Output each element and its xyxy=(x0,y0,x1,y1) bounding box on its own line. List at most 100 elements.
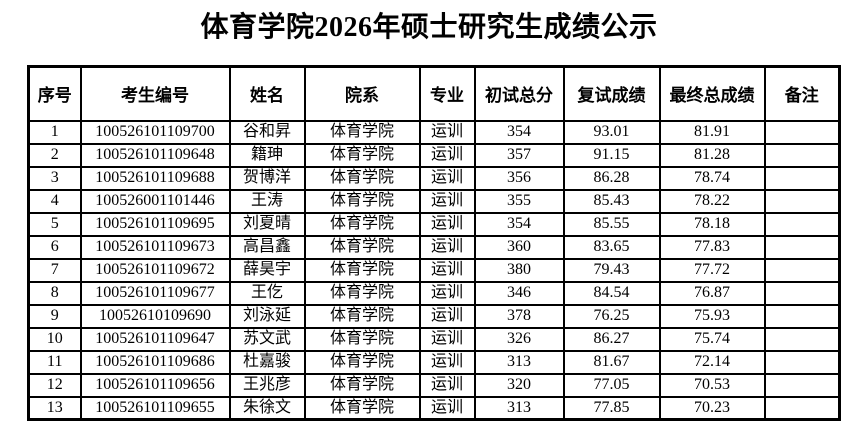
table-cell-department: 体育学院 xyxy=(303,326,421,352)
table-cell-remarks xyxy=(763,349,841,375)
table-cell-department: 体育学院 xyxy=(303,165,421,191)
header-cell-initial-score: 初试总分 xyxy=(473,65,565,122)
table-cell-department: 体育学院 xyxy=(303,280,421,306)
table-cell-index: 13 xyxy=(27,395,82,421)
table-row: 3 100526101109688 贺博洋 体育学院 运训 356 86.28 78.74 xyxy=(27,165,841,191)
table-cell-retest-score: 77.05 xyxy=(562,372,661,398)
table-cell-initial-score: 357 xyxy=(473,142,565,168)
table-cell-department: 体育学院 xyxy=(303,349,421,375)
table-cell-initial-score: 326 xyxy=(473,326,565,352)
table-cell-remarks xyxy=(763,395,841,421)
table-cell-final-score: 72.14 xyxy=(658,349,766,375)
table-cell-remarks xyxy=(763,326,841,352)
header-cell-remarks: 备注 xyxy=(763,65,841,122)
table-cell-major: 运训 xyxy=(418,280,476,306)
table-cell-candidate-id: 100526101109648 xyxy=(79,142,231,168)
table-cell-final-score: 76.87 xyxy=(658,280,766,306)
table-cell-index: 7 xyxy=(27,257,82,283)
table-cell-initial-score: 380 xyxy=(473,257,565,283)
table-cell-index: 10 xyxy=(27,326,82,352)
table-cell-index: 9 xyxy=(27,303,82,329)
table-cell-department: 体育学院 xyxy=(303,303,421,329)
table-cell-retest-score: 91.15 xyxy=(562,142,661,168)
table-row: 8 100526101109677 王仡 体育学院 运训 346 84.54 76.87 xyxy=(27,280,841,306)
header-cell-index: 序号 xyxy=(27,65,82,122)
table-cell-name: 王仡 xyxy=(228,280,306,306)
table-cell-final-score: 81.91 xyxy=(658,119,766,145)
table-cell-final-score: 70.23 xyxy=(658,395,766,421)
table-cell-final-score: 70.53 xyxy=(658,372,766,398)
table-cell-candidate-id: 100526101109695 xyxy=(79,211,231,237)
table-cell-final-score: 78.74 xyxy=(658,165,766,191)
table-cell-initial-score: 360 xyxy=(473,234,565,260)
table-cell-retest-score: 83.65 xyxy=(562,234,661,260)
table-row: 10 100526101109647 苏文武 体育学院 运训 326 86.27 75.74 xyxy=(27,326,841,352)
table-row: 11 100526101109686 杜嘉骏 体育学院 运训 313 81.67 72.14 xyxy=(27,349,841,375)
table-cell-index: 8 xyxy=(27,280,82,306)
table-cell-index: 12 xyxy=(27,372,82,398)
header-cell-final-score: 最终总成绩 xyxy=(658,65,766,122)
table-cell-name: 谷和昇 xyxy=(228,119,306,145)
table-cell-final-score: 77.72 xyxy=(658,257,766,283)
table-cell-final-score: 78.18 xyxy=(658,211,766,237)
table-cell-remarks xyxy=(763,188,841,214)
table-cell-initial-score: 355 xyxy=(473,188,565,214)
table-cell-major: 运训 xyxy=(418,211,476,237)
table-cell-name: 朱徐文 xyxy=(228,395,306,421)
table-cell-initial-score: 320 xyxy=(473,372,565,398)
table-cell-remarks xyxy=(763,280,841,306)
table-row: 5 100526101109695 刘夏晴 体育学院 运训 354 85.55 78.18 xyxy=(27,211,841,237)
table-cell-retest-score: 84.54 xyxy=(562,280,661,306)
header-cell-name: 姓名 xyxy=(228,65,306,122)
table-cell-candidate-id: 100526101109647 xyxy=(79,326,231,352)
table-cell-remarks xyxy=(763,142,841,168)
table-cell-retest-score: 85.43 xyxy=(562,188,661,214)
table-cell-index: 3 xyxy=(27,165,82,191)
table-cell-retest-score: 86.27 xyxy=(562,326,661,352)
table-cell-candidate-id: 100526101109655 xyxy=(79,395,231,421)
table-cell-major: 运训 xyxy=(418,142,476,168)
table-cell-department: 体育学院 xyxy=(303,119,421,145)
table-cell-major: 运训 xyxy=(418,257,476,283)
table-cell-major: 运训 xyxy=(418,395,476,421)
table-cell-remarks xyxy=(763,234,841,260)
table-cell-index: 5 xyxy=(27,211,82,237)
table-cell-retest-score: 81.67 xyxy=(562,349,661,375)
score-table: 序号 考生编号 姓名 院系 专业 初试总分 复试成绩 最终总成绩 备注 1 10052610110… xyxy=(27,65,841,421)
table-cell-name: 籍珅 xyxy=(228,142,306,168)
table-cell-major: 运训 xyxy=(418,188,476,214)
table-cell-initial-score: 313 xyxy=(473,395,565,421)
table-cell-remarks xyxy=(763,119,841,145)
table-cell-initial-score: 313 xyxy=(473,349,565,375)
table-cell-initial-score: 378 xyxy=(473,303,565,329)
table-cell-candidate-id: 100526101109688 xyxy=(79,165,231,191)
table-cell-department: 体育学院 xyxy=(303,142,421,168)
table-cell-major: 运训 xyxy=(418,326,476,352)
header-cell-major: 专业 xyxy=(418,65,476,122)
table-header-row: 序号 考生编号 姓名 院系 专业 初试总分 复试成绩 最终总成绩 备注 xyxy=(27,65,841,122)
table-cell-candidate-id: 100526101109672 xyxy=(79,257,231,283)
table-cell-remarks xyxy=(763,372,841,398)
table-cell-major: 运训 xyxy=(418,165,476,191)
table-cell-final-score: 78.22 xyxy=(658,188,766,214)
table-cell-name: 贺博洋 xyxy=(228,165,306,191)
table-cell-department: 体育学院 xyxy=(303,211,421,237)
table-cell-retest-score: 77.85 xyxy=(562,395,661,421)
table-cell-index: 4 xyxy=(27,188,82,214)
table-cell-department: 体育学院 xyxy=(303,234,421,260)
table-cell-major: 运训 xyxy=(418,119,476,145)
table-cell-name: 王涛 xyxy=(228,188,306,214)
table-cell-name: 薛昊宇 xyxy=(228,257,306,283)
table-cell-name: 高昌鑫 xyxy=(228,234,306,260)
table-row: 1 100526101109700 谷和昇 体育学院 运训 354 93.01 81.91 xyxy=(27,119,841,145)
table-cell-retest-score: 76.25 xyxy=(562,303,661,329)
table-cell-initial-score: 346 xyxy=(473,280,565,306)
table-cell-final-score: 77.83 xyxy=(658,234,766,260)
table-cell-name: 杜嘉骏 xyxy=(228,349,306,375)
table-row: 2 100526101109648 籍珅 体育学院 运训 357 91.15 81.28 xyxy=(27,142,841,168)
table-cell-index: 1 xyxy=(27,119,82,145)
header-cell-retest-score: 复试成绩 xyxy=(562,65,661,122)
table-cell-index: 11 xyxy=(27,349,82,375)
table-cell-department: 体育学院 xyxy=(303,372,421,398)
table-cell-name: 王兆彦 xyxy=(228,372,306,398)
